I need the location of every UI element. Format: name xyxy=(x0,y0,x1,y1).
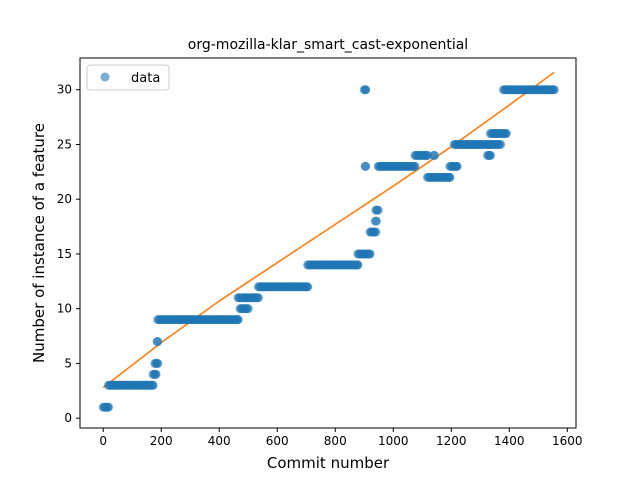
y-tick-label: 25 xyxy=(57,137,72,151)
x-tick-label: 1400 xyxy=(494,434,525,448)
data-point xyxy=(233,315,243,325)
data-point xyxy=(549,85,559,95)
chart-title: org-mozilla-klar_smart_cast-exponential xyxy=(188,37,468,53)
data-point xyxy=(253,293,263,303)
plot-frame xyxy=(79,57,577,429)
data-point xyxy=(361,161,371,171)
x-tick-label: 1000 xyxy=(378,434,409,448)
x-tick-label: 600 xyxy=(266,434,289,448)
x-tick-label: 1600 xyxy=(552,434,583,448)
data-point xyxy=(410,161,420,171)
data-point xyxy=(371,216,381,226)
data-point xyxy=(445,172,455,182)
legend-box xyxy=(86,64,170,91)
data-point xyxy=(371,227,381,237)
y-tick-label: 15 xyxy=(57,247,72,261)
x-tick-label: 200 xyxy=(150,434,173,448)
data-point xyxy=(151,369,161,379)
x-tick-label: 0 xyxy=(99,434,107,448)
data-point xyxy=(365,249,375,259)
legend-label-data: data xyxy=(131,71,160,86)
data-point xyxy=(485,150,495,160)
data-point xyxy=(153,337,163,347)
data-point xyxy=(361,85,371,95)
y-tick-label: 20 xyxy=(57,192,72,206)
fit-line xyxy=(102,71,555,389)
legend-marker-data xyxy=(100,72,110,82)
x-tick-label: 400 xyxy=(208,434,231,448)
y-tick-label: 5 xyxy=(64,356,72,370)
plot-area xyxy=(79,57,577,429)
data-point xyxy=(452,161,462,171)
data-point xyxy=(103,402,113,412)
x-axis: 0 200 400 600 800 1000 1200 1400 1600 xyxy=(99,428,583,448)
x-axis-label: Commit number xyxy=(267,454,390,472)
data-point xyxy=(429,150,439,160)
data-points-layer xyxy=(98,85,559,412)
plot-background xyxy=(80,58,576,428)
data-point xyxy=(243,304,253,314)
data-point xyxy=(501,129,511,139)
data-point xyxy=(373,205,383,215)
data-point xyxy=(422,150,432,160)
data-point xyxy=(353,260,363,270)
data-point xyxy=(303,282,313,292)
y-tick-label: 30 xyxy=(57,83,72,97)
x-tick-label: 1200 xyxy=(436,434,467,448)
y-axis: 0 5 10 15 20 25 30 xyxy=(57,83,80,425)
x-tick-label: 800 xyxy=(324,434,347,448)
fit-line-layer xyxy=(102,71,555,389)
data-point xyxy=(496,139,506,149)
data-point xyxy=(148,380,158,390)
y-axis-label: Number of instance of a feature xyxy=(30,123,48,363)
y-tick-label: 10 xyxy=(57,302,72,316)
legend: data xyxy=(86,64,170,91)
y-tick-label: 0 xyxy=(64,411,72,425)
data-point xyxy=(153,358,163,368)
